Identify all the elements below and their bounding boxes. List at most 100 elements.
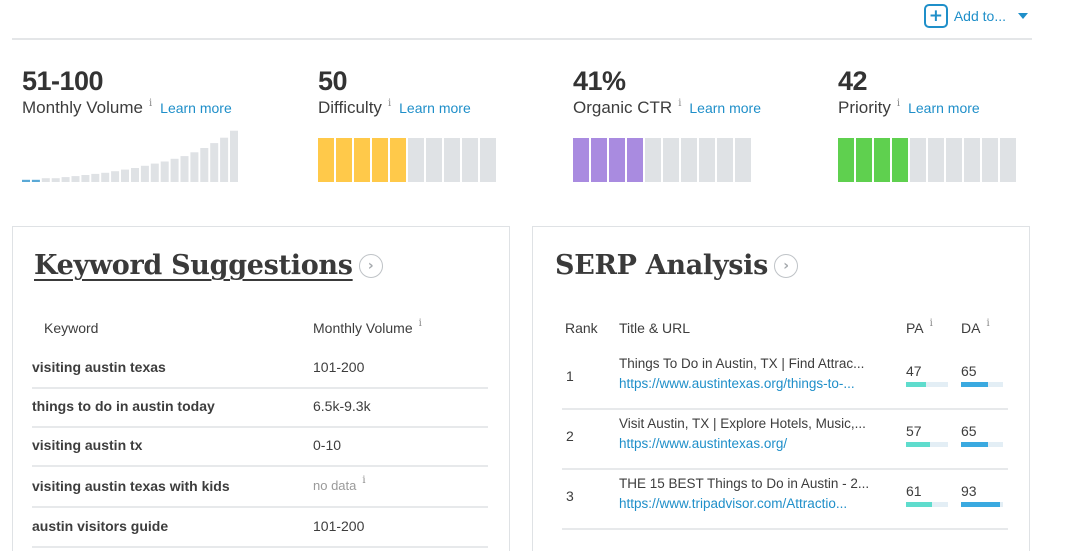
learn-more-link[interactable]: Learn more — [908, 100, 980, 116]
column-header-da[interactable]: DA i — [961, 318, 990, 336]
gauge-segment — [390, 138, 406, 182]
learn-more-link[interactable]: Learn more — [160, 100, 232, 116]
info-icon[interactable]: i — [678, 98, 682, 109]
keyword-volume-text: no data — [313, 478, 357, 493]
chevron-right-circle-icon[interactable]: › — [358, 253, 383, 278]
serp-analysis-heading[interactable]: SERP Analysis › — [555, 250, 798, 281]
page-authority-bar — [906, 442, 948, 447]
keyword-text: visiting austin tx — [32, 437, 143, 453]
keyword-volume: no data i — [313, 475, 366, 493]
volume-bar — [210, 143, 219, 182]
table-row[interactable]: things to do in austin today 6.5k-9.3k — [32, 388, 488, 428]
gauge-segment — [856, 138, 872, 182]
column-header-monthly-volume[interactable]: Monthly Volume i — [313, 318, 422, 336]
gauge-segment — [735, 138, 751, 182]
gauge-segment — [591, 138, 607, 182]
column-header-da-label: DA — [961, 320, 981, 336]
volume-bar — [111, 171, 120, 182]
metric-label: Priority — [838, 98, 891, 117]
volume-bar — [81, 175, 90, 182]
serp-url-link[interactable]: https://www.austintexas.org/ — [619, 436, 788, 451]
gauge-segment — [946, 138, 962, 182]
gauge-segment — [318, 138, 334, 182]
info-icon[interactable]: i — [387, 98, 392, 109]
serp-analysis-panel — [532, 226, 1030, 551]
volume-bar — [200, 148, 209, 182]
page-authority-value: 57 — [906, 423, 922, 439]
add-to-label: Add to... — [953, 8, 1006, 24]
volume-bar — [61, 177, 70, 182]
column-header-rank[interactable]: Rank — [565, 320, 598, 336]
serp-title: Things To Do in Austin, TX | Find Attrac… — [619, 356, 865, 371]
gauge-segment — [609, 138, 625, 182]
metric-organic-ctr: 41% Organic CTR i Learn more — [573, 64, 761, 118]
info-icon[interactable]: i — [362, 475, 366, 486]
add-to-button[interactable]: + Add to... — [923, 4, 1028, 28]
serp-url-link[interactable]: https://www.austintexas.org/things-to-..… — [619, 376, 855, 391]
gauge-segment — [717, 138, 733, 182]
table-row[interactable]: austin visitors guide 101-200 — [32, 508, 488, 548]
gauge-segment — [1000, 138, 1016, 182]
gauge-segment — [372, 138, 388, 182]
keyword-text: visiting austin texas with kids — [32, 478, 230, 494]
column-header-monthly-volume-label: Monthly Volume — [313, 320, 413, 336]
domain-authority-value: 93 — [961, 483, 977, 499]
column-header-title-url[interactable]: Title & URL — [619, 320, 691, 336]
gauge-segment — [964, 138, 980, 182]
plus-icon: + — [923, 4, 948, 28]
volume-bar — [31, 179, 40, 182]
metric-priority: 42 Priority i Learn more — [838, 64, 980, 118]
chevron-right-circle-icon[interactable]: › — [774, 253, 798, 278]
organic-ctr-gauge — [573, 138, 751, 182]
volume-bar — [160, 161, 169, 182]
serp-title: Visit Austin, TX | Explore Hotels, Music… — [619, 416, 866, 431]
gauge-segment — [573, 138, 589, 182]
info-icon[interactable]: i — [418, 318, 422, 329]
gauge-segment — [892, 138, 908, 182]
metric-value: 51-100 — [22, 66, 104, 96]
serp-analysis-title[interactable]: SERP Analysis — [555, 250, 768, 281]
serp-title: THE 15 BEST Things to Do in Austin - 2..… — [619, 476, 870, 491]
gauge-segment — [874, 138, 890, 182]
gauge-segment — [699, 138, 715, 182]
column-header-keyword[interactable]: Keyword — [44, 320, 99, 336]
table-row[interactable]: visiting austin texas with kids no data i — [32, 468, 488, 508]
domain-authority-bar — [961, 502, 1003, 507]
serp-rank: 1 — [566, 368, 574, 384]
metric-monthly-volume: 51-100 Monthly Volume i Learn more — [22, 64, 232, 118]
learn-more-link[interactable]: Learn more — [399, 100, 471, 116]
table-row[interactable]: visiting austin tx 0-10 — [32, 427, 488, 467]
learn-more-link[interactable]: Learn more — [689, 100, 761, 116]
table-row[interactable]: visiting austin texas 101-200 — [32, 349, 488, 389]
priority-gauge — [838, 138, 1016, 182]
gauge-segment — [928, 138, 944, 182]
serp-url-link[interactable]: https://www.tripadvisor.com/Attractio... — [619, 496, 848, 511]
keyword-suggestions-heading[interactable]: Keyword Suggestions › — [34, 250, 383, 281]
keyword-volume: 101-200 — [313, 359, 365, 375]
volume-bar — [150, 163, 159, 182]
volume-bar — [180, 156, 189, 182]
keyword-text: things to do in austin today — [32, 398, 215, 414]
info-icon[interactable]: i — [896, 98, 901, 109]
gauge-segment — [627, 138, 643, 182]
column-header-pa[interactable]: PA i — [906, 318, 933, 336]
info-icon[interactable]: i — [148, 98, 153, 109]
volume-bar — [131, 168, 139, 182]
keyword-text: visiting austin texas — [32, 359, 166, 375]
info-icon[interactable]: i — [929, 318, 933, 329]
column-header-pa-label: PA — [906, 320, 924, 336]
keyword-suggestions-title[interactable]: Keyword Suggestions — [34, 250, 353, 281]
serp-row[interactable]: 2 Visit Austin, TX | Explore Hotels, Mus… — [562, 410, 1008, 470]
volume-bar — [22, 179, 30, 182]
info-icon[interactable]: i — [986, 318, 990, 329]
keyword-volume: 6.5k-9.3k — [313, 398, 371, 414]
serp-row[interactable]: 1 Things To Do in Austin, TX | Find Attr… — [562, 350, 1008, 410]
volume-bar — [91, 173, 100, 182]
domain-authority-value: 65 — [961, 363, 977, 379]
caret-down-icon — [1018, 13, 1028, 19]
metric-difficulty: 50 Difficulty i Learn more — [318, 64, 471, 118]
serp-row[interactable]: 3 THE 15 BEST Things to Do in Austin - 2… — [562, 470, 1008, 530]
domain-authority-bar — [961, 442, 1003, 447]
volume-bar — [220, 137, 229, 182]
gauge-segment — [645, 138, 661, 182]
